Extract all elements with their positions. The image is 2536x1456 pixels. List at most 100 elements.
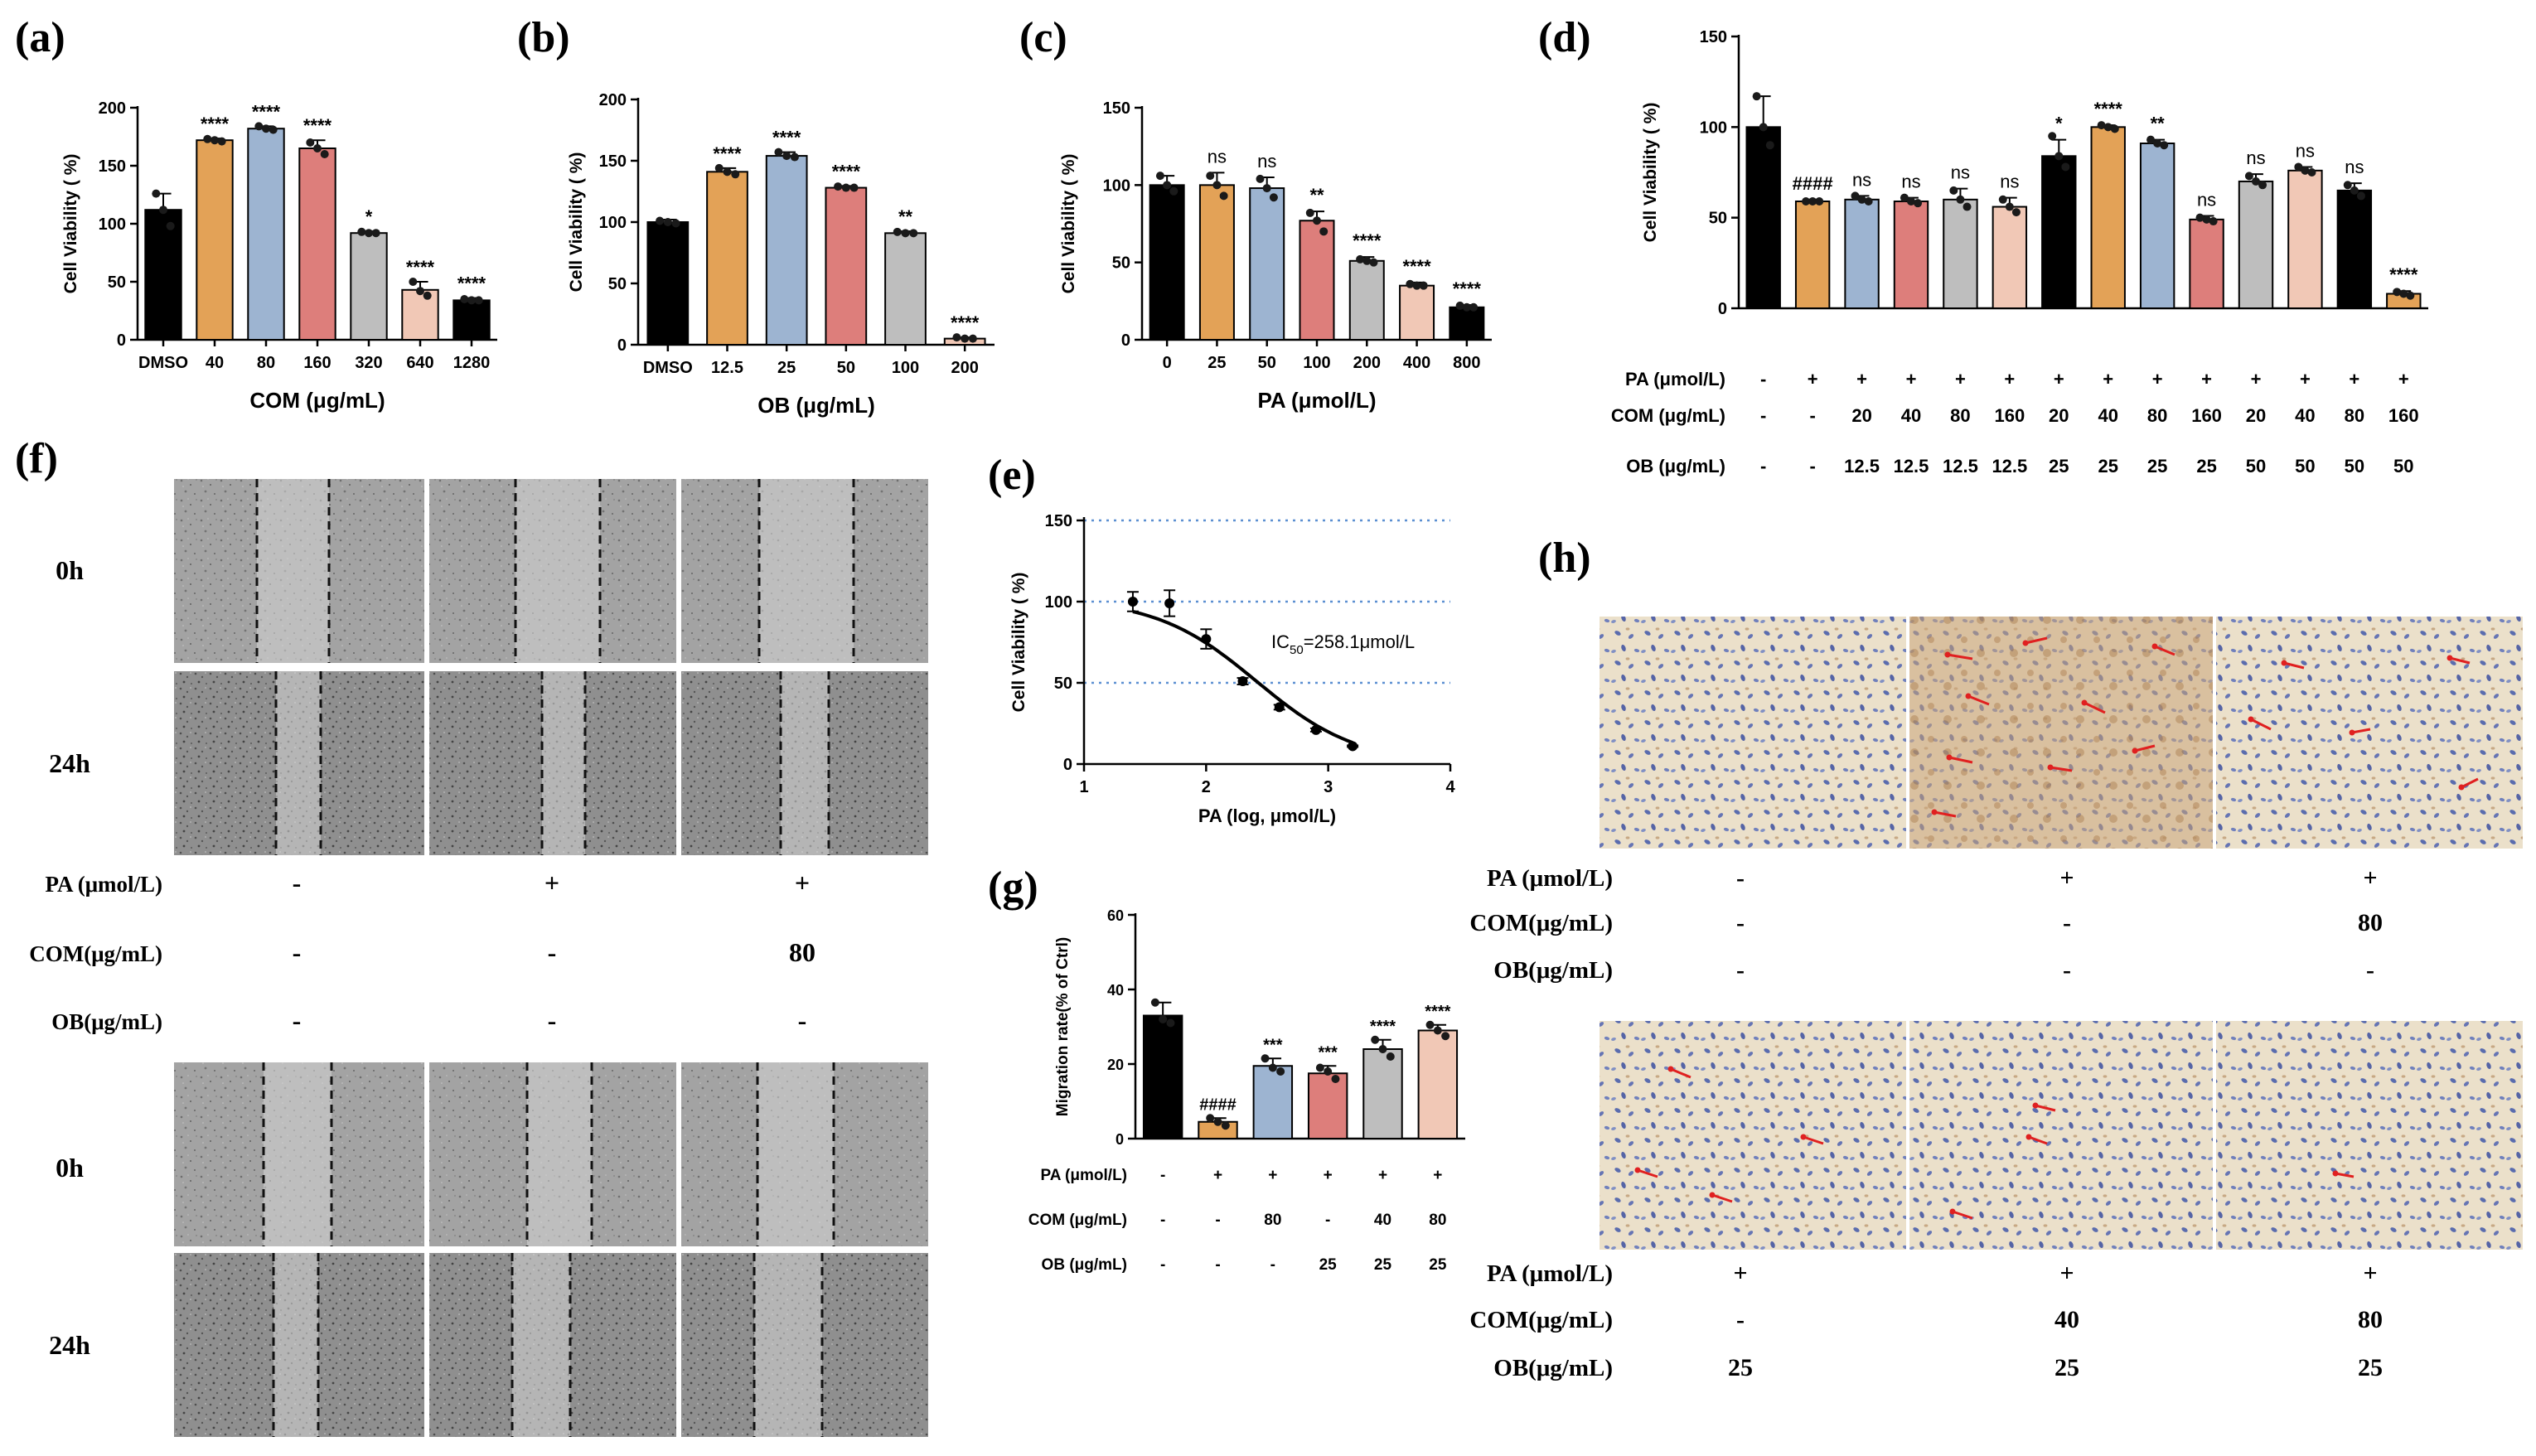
y-axis-label: Migration rate(% of Ctrl) [1054,937,1072,1116]
significance-label: **** [713,143,742,164]
y-axis-label: Cell Viability ( %) [61,154,80,294]
red-arrow [2449,656,2471,665]
x-tick-label: 80 [257,354,275,372]
significance-label: ns [1257,151,1276,172]
bar [2189,218,2224,309]
condition-value: + [1324,1167,1333,1184]
y-tick-label: 20 [1107,1057,1124,1073]
condition-row-label: OB(μg/mL) [51,1009,162,1034]
panel-letter-g: (g) [988,863,1038,911]
data-point [1864,196,1873,206]
y-tick-label: 50 [108,273,126,292]
red-arrow [1637,1168,1658,1178]
red-arrow-head [1931,809,1938,815]
x-tick-label: 200 [1353,354,1381,372]
data-point [2103,123,2113,132]
significance-label: ** [1309,185,1324,206]
data-point [306,138,315,147]
condition-value: + [2398,369,2409,389]
data-point [901,229,910,238]
data-point [1441,1032,1450,1041]
x-tick-label: DMSO [643,359,693,377]
y-tick-label: 50 [1709,210,1727,228]
bar [1307,1072,1348,1139]
data-point [2252,177,2260,186]
y-tick-label: 50 [1054,675,1072,693]
condition-value: + [1856,369,1867,389]
data-point [1262,184,1271,193]
significance-label: **** [772,128,801,148]
bar [2238,180,2274,309]
data-point [834,182,843,191]
bar [1299,220,1335,341]
condition-value: + [2363,864,2377,892]
data-point [1169,186,1178,196]
data-point [152,189,161,198]
data-point [1356,254,1365,264]
data-point [1907,196,1915,206]
wound-area [276,671,321,855]
red-arrow-head [2151,643,2158,650]
bar [646,221,690,346]
red-arrow-head [2349,729,2355,736]
x-tick-label: 1280 [453,354,491,372]
condition-value: + [1906,369,1917,389]
condition-value: + [2349,369,2359,389]
condition-row-label: OB(μg/mL) [1493,957,1613,984]
y-tick-label: 150 [1700,28,1727,46]
data-point [1274,702,1285,713]
condition-value: + [1433,1167,1442,1184]
red-arrow [2283,661,2305,670]
significance-label: *** [1318,1043,1338,1062]
time-label: 0h [56,1153,84,1183]
condition-value: - [2063,956,2071,984]
condition-value: + [2059,1260,2074,1287]
data-point [159,206,167,215]
bar [1362,1048,1403,1139]
data-point [460,295,469,303]
y-tick-label: 0 [1718,300,1727,318]
x-axis-label: PA (log, μmol/L) [1198,805,1336,826]
x-tick-label: 200 [951,359,978,377]
condition-value: 50 [2246,456,2266,476]
condition-value: + [2004,369,2015,389]
condition-value: + [544,868,559,897]
bar [1844,198,1880,309]
data-point [731,170,740,179]
condition-value: - [1809,405,1815,426]
condition-value: 20 [1851,405,1871,426]
data-point [1378,1045,1387,1053]
condition-value: 40 [1374,1212,1391,1229]
y-tick-label: 0 [1116,1131,1124,1148]
bar [401,288,439,341]
data-point [262,124,270,133]
condition-row-label: PA (μmol/L) [1041,1167,1128,1184]
data-point [254,122,264,131]
condition-value: 40 [2098,405,2117,426]
red-arrow [1967,694,1990,706]
ic50-prefix: IC [1271,631,1290,652]
x-axis-label: COM (μg/mL) [249,388,385,413]
wound-area [759,479,854,663]
x-axis-label: OB (μg/mL) [757,393,875,418]
data-point [1956,195,1965,204]
bar [1992,206,2028,309]
significance-label: **** [951,312,980,333]
data-point [2258,181,2267,190]
red-arrow-head [2081,699,2088,706]
ihc-micrograph [2216,617,2523,849]
data-point [1752,92,1761,101]
data-point [1462,302,1471,312]
data-point [1949,186,1958,195]
data-point [2294,162,2303,172]
condition-value: 160 [2388,405,2419,426]
red-arrow [1670,1067,1691,1079]
x-tick-label: 50 [837,359,855,377]
data-point [2209,217,2218,226]
data-point [723,167,732,177]
data-point [2146,135,2156,144]
significance-label: **** [2389,264,2418,285]
data-point [1164,597,1175,608]
red-arrow-head [1965,693,1972,699]
significance-label: ** [2151,114,2166,134]
